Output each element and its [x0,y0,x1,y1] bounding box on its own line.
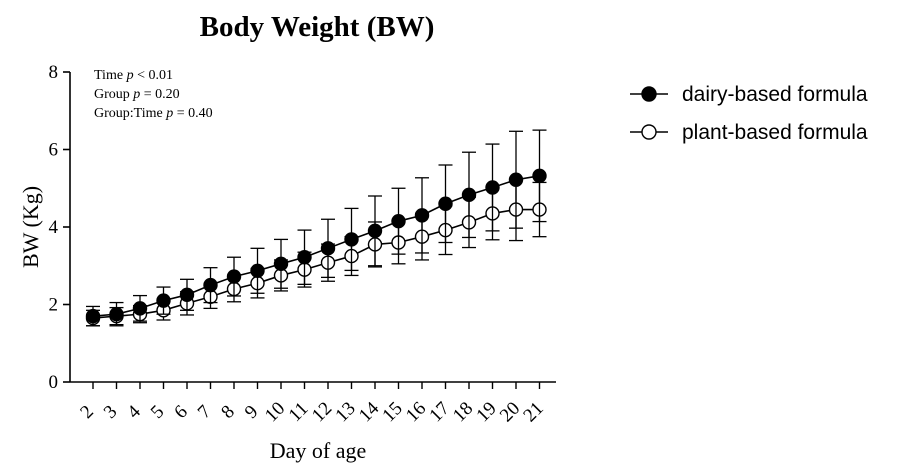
data-point [367,223,383,239]
data-point [203,277,218,293]
stats-annotation: Group:Time p = 0.40 [94,106,213,121]
y-tick-label: 0 [49,372,59,393]
legend-marker [641,124,657,140]
data-point [344,232,359,247]
x-tick-label: 21 [519,398,547,426]
legend-marker [641,86,657,102]
x-axis-label: Day of age [270,438,367,463]
data-point [297,250,312,265]
data-point [250,263,265,278]
legend-label: dairy-based formula [682,83,868,106]
data-point [461,187,477,203]
data-point [132,301,148,316]
legend-label: plant-based formula [682,121,868,144]
stats-annotation: Group p = 0.20 [94,87,180,102]
x-tick-label: 4 [123,401,145,423]
data-point [485,180,500,195]
x-tick-label: 7 [194,401,216,423]
series-dairy [85,129,547,327]
y-axis-label: BW (Kg) [18,186,43,268]
series-layer [85,129,547,327]
x-tick-label: 2 [76,401,98,423]
data-point [532,168,547,184]
legend: dairy-based formula plant-based formula [630,83,868,144]
y-tick-label: 2 [49,295,59,316]
data-point [391,213,406,229]
data-point [508,172,524,187]
data-point [320,241,336,256]
data-point [156,293,171,308]
data-point [226,269,242,284]
y-tick-label: 6 [49,140,59,161]
y-tick-label: 8 [49,62,59,83]
data-point [179,287,195,303]
x-tick-label: 6 [170,401,192,423]
x-tick-label: 5 [147,401,169,423]
y-tick-label: 4 [49,217,59,238]
stats-annotations: Time p < 0.01 Group p = 0.20 Group:Time p … [94,68,213,121]
x-tick-label: 8 [217,401,239,423]
x-tick-label: 3 [100,401,122,423]
data-point [438,196,453,211]
x-tick-label: 9 [241,401,263,423]
data-point [109,306,124,322]
chart-title: Body Weight (BW) [200,11,435,43]
data-point [85,308,101,324]
data-point [414,208,430,223]
stats-annotation: Time p < 0.01 [94,68,173,83]
data-point [273,256,289,272]
